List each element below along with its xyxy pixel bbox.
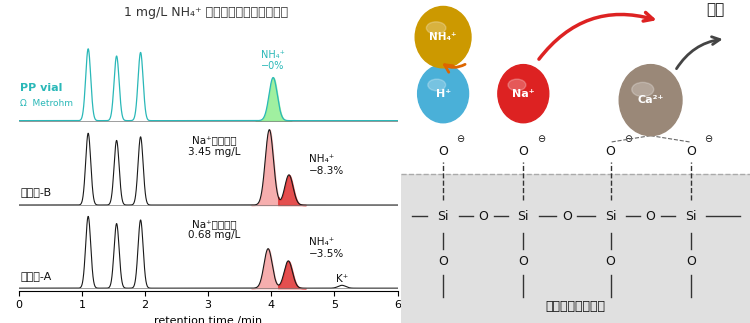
Text: Si: Si xyxy=(604,210,616,223)
Text: O: O xyxy=(686,145,696,158)
Ellipse shape xyxy=(426,22,446,34)
Text: O: O xyxy=(646,210,656,223)
Text: Ca²⁺: Ca²⁺ xyxy=(638,95,664,105)
Text: O: O xyxy=(562,210,572,223)
Text: Si: Si xyxy=(685,210,697,223)
Text: Si: Si xyxy=(518,210,529,223)
Text: O: O xyxy=(686,255,696,268)
Text: O: O xyxy=(438,255,448,268)
Text: O: O xyxy=(605,255,616,268)
Ellipse shape xyxy=(416,6,471,68)
Bar xyxy=(401,174,750,323)
Text: Ω  Metrohm: Ω Metrohm xyxy=(20,99,73,108)
Text: Na⁺: Na⁺ xyxy=(512,89,535,99)
Text: ⊖: ⊖ xyxy=(537,134,544,144)
Text: 溶出: 溶出 xyxy=(706,2,724,17)
Text: ⊖: ⊖ xyxy=(624,134,632,144)
Text: ⊖: ⊖ xyxy=(704,134,712,144)
Text: 1 mg/L NH₄⁺ を封入，一晩放置後測定: 1 mg/L NH₄⁺ を封入，一晩放置後測定 xyxy=(124,6,288,19)
Ellipse shape xyxy=(427,79,445,91)
Text: Si: Si xyxy=(437,210,448,223)
Text: Na⁺（溶出）
0.68 mg/L: Na⁺（溶出） 0.68 mg/L xyxy=(188,219,241,240)
Text: O: O xyxy=(605,145,616,158)
Ellipse shape xyxy=(418,65,469,123)
Text: ガラス-A: ガラス-A xyxy=(20,271,51,281)
Text: NH₄⁺
−0%: NH₄⁺ −0% xyxy=(261,50,285,71)
Text: PP vial: PP vial xyxy=(20,83,62,93)
Text: NH₄⁺
−3.5%: NH₄⁺ −3.5% xyxy=(309,237,344,259)
Text: NH₄⁺: NH₄⁺ xyxy=(429,32,457,42)
Text: ガラスの表面状態: ガラスの表面状態 xyxy=(545,300,606,313)
Ellipse shape xyxy=(632,82,654,97)
Text: O: O xyxy=(518,145,528,158)
Text: O: O xyxy=(478,210,488,223)
Ellipse shape xyxy=(620,65,682,136)
Text: ⊖: ⊖ xyxy=(457,134,464,144)
Ellipse shape xyxy=(508,79,526,91)
Text: ガラス-B: ガラス-B xyxy=(20,187,51,197)
Text: K⁺: K⁺ xyxy=(336,275,348,284)
Text: O: O xyxy=(438,145,448,158)
Text: O: O xyxy=(518,255,528,268)
Ellipse shape xyxy=(498,65,549,123)
Text: NH₄⁺
−8.3%: NH₄⁺ −8.3% xyxy=(309,154,344,175)
Text: H⁺: H⁺ xyxy=(436,89,451,99)
Text: Na⁺（溶出）
3.45 mg/L: Na⁺（溶出） 3.45 mg/L xyxy=(188,136,241,157)
X-axis label: retention time /min: retention time /min xyxy=(154,316,262,323)
